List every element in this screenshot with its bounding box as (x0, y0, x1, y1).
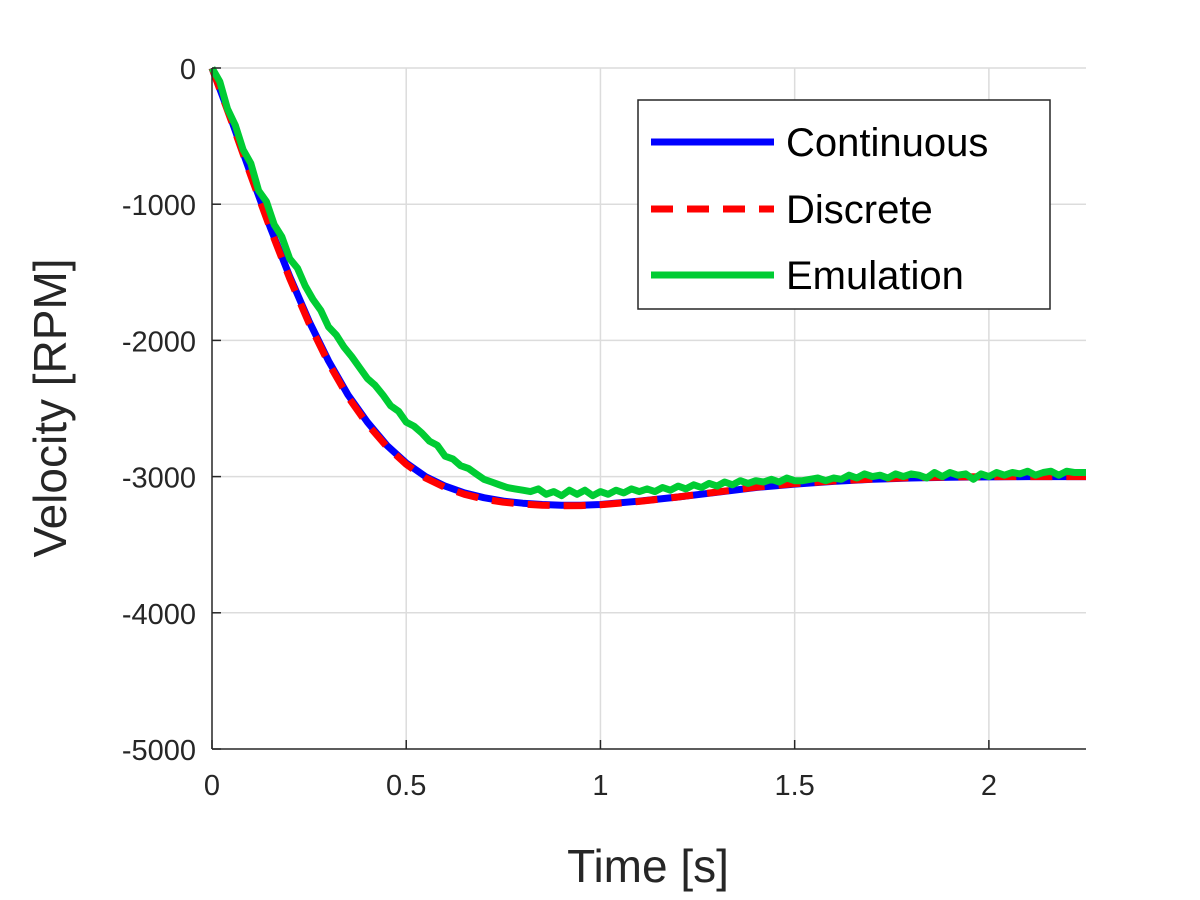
y-tick-label: -4000 (122, 599, 196, 631)
y-tick-label: -5000 (122, 735, 196, 767)
series-line-emulation (208, 66, 1086, 500)
legend: Continuous Discrete Emulation (637, 99, 1051, 310)
axes (211, 67, 1086, 750)
legend-label-discrete: Discrete (786, 188, 933, 232)
x-axis-label: Time [s] (567, 840, 729, 892)
legend-label-continuous: Continuous (786, 121, 988, 165)
x-tick-label: 0.5 (386, 770, 426, 802)
y-tick-label: -1000 (122, 190, 196, 222)
x-tick-label: 1 (592, 770, 608, 802)
y-tick-label: -3000 (122, 463, 196, 495)
legend-label-emulation: Emulation (786, 254, 964, 298)
y-axis-label: Velocity [RPM] (24, 258, 76, 557)
x-tick-label: 1.5 (775, 770, 815, 802)
series-layer (208, 66, 1086, 510)
y-tick-label: -2000 (122, 326, 196, 358)
x-tick-label: 2 (981, 770, 997, 802)
tick-labels: 0 0.5 1 1.5 2 0 -1000 -2000 -3000 -4000 -5000 (122, 54, 997, 802)
x-tick-label: 0 (204, 770, 220, 802)
y-tick-label: 0 (180, 54, 196, 86)
